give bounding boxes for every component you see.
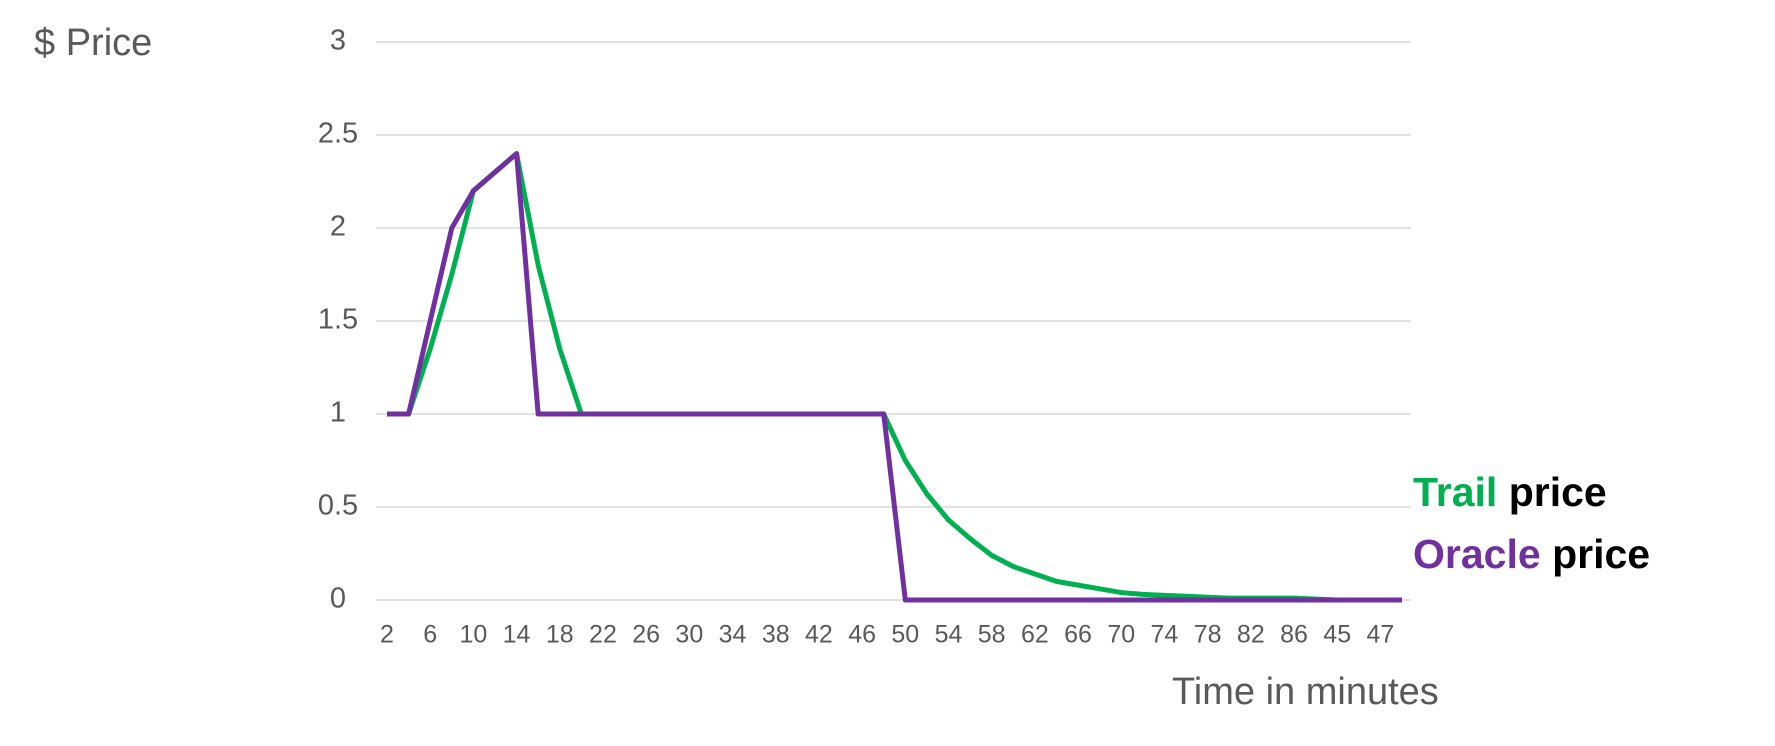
y-tick-label: 1 bbox=[330, 397, 346, 429]
x-tick-label: 26 bbox=[632, 621, 660, 649]
legend-entry: Oracle price bbox=[1413, 531, 1650, 577]
y-tick-label: 0.5 bbox=[318, 490, 358, 522]
x-tick-label: 58 bbox=[978, 621, 1006, 649]
legend-name: Trail bbox=[1413, 469, 1497, 515]
x-tick-label: 62 bbox=[1021, 621, 1049, 649]
legend-name: Oracle bbox=[1413, 531, 1541, 577]
x-tick-label: 14 bbox=[503, 621, 531, 649]
x-tick-label: 78 bbox=[1194, 621, 1222, 649]
x-tick-label: 42 bbox=[805, 621, 833, 649]
x-tick-label: 2 bbox=[380, 621, 394, 649]
x-tick-label: 47 bbox=[1366, 621, 1394, 649]
x-tick-label: 70 bbox=[1107, 621, 1135, 649]
x-tick-label: 82 bbox=[1237, 621, 1265, 649]
x-axis-label: Time in minutes bbox=[1172, 671, 1439, 713]
y-axis-label: $ Price bbox=[34, 22, 152, 64]
x-tick-label: 86 bbox=[1280, 621, 1308, 649]
x-tick-label: 46 bbox=[848, 621, 876, 649]
y-tick-label: 3 bbox=[330, 25, 346, 57]
series-line bbox=[387, 151, 1402, 603]
legend-suffix: price bbox=[1552, 531, 1650, 577]
legend-suffix: price bbox=[1509, 469, 1607, 515]
x-tick-label: 30 bbox=[675, 621, 703, 649]
x-tick-label: 22 bbox=[589, 621, 617, 649]
y-tick-label: 2 bbox=[330, 211, 346, 243]
y-tick-label: 1.5 bbox=[318, 304, 358, 336]
x-tick-label: 50 bbox=[891, 621, 919, 649]
x-tick-label: 74 bbox=[1151, 621, 1179, 649]
y-tick-label: 2.5 bbox=[318, 118, 358, 150]
series-line bbox=[387, 151, 1402, 603]
x-tick-label: 34 bbox=[719, 621, 747, 649]
x-tick-label: 54 bbox=[935, 621, 963, 649]
x-tick-label: 38 bbox=[762, 621, 790, 649]
y-tick-label: 0 bbox=[330, 583, 346, 615]
x-tick-label: 18 bbox=[546, 621, 574, 649]
x-tick-label: 6 bbox=[423, 621, 437, 649]
legend-entry: Trail price bbox=[1413, 469, 1607, 515]
x-tick-label: 10 bbox=[459, 621, 487, 649]
x-tick-label: 66 bbox=[1064, 621, 1092, 649]
x-tick-label: 45 bbox=[1323, 621, 1351, 649]
